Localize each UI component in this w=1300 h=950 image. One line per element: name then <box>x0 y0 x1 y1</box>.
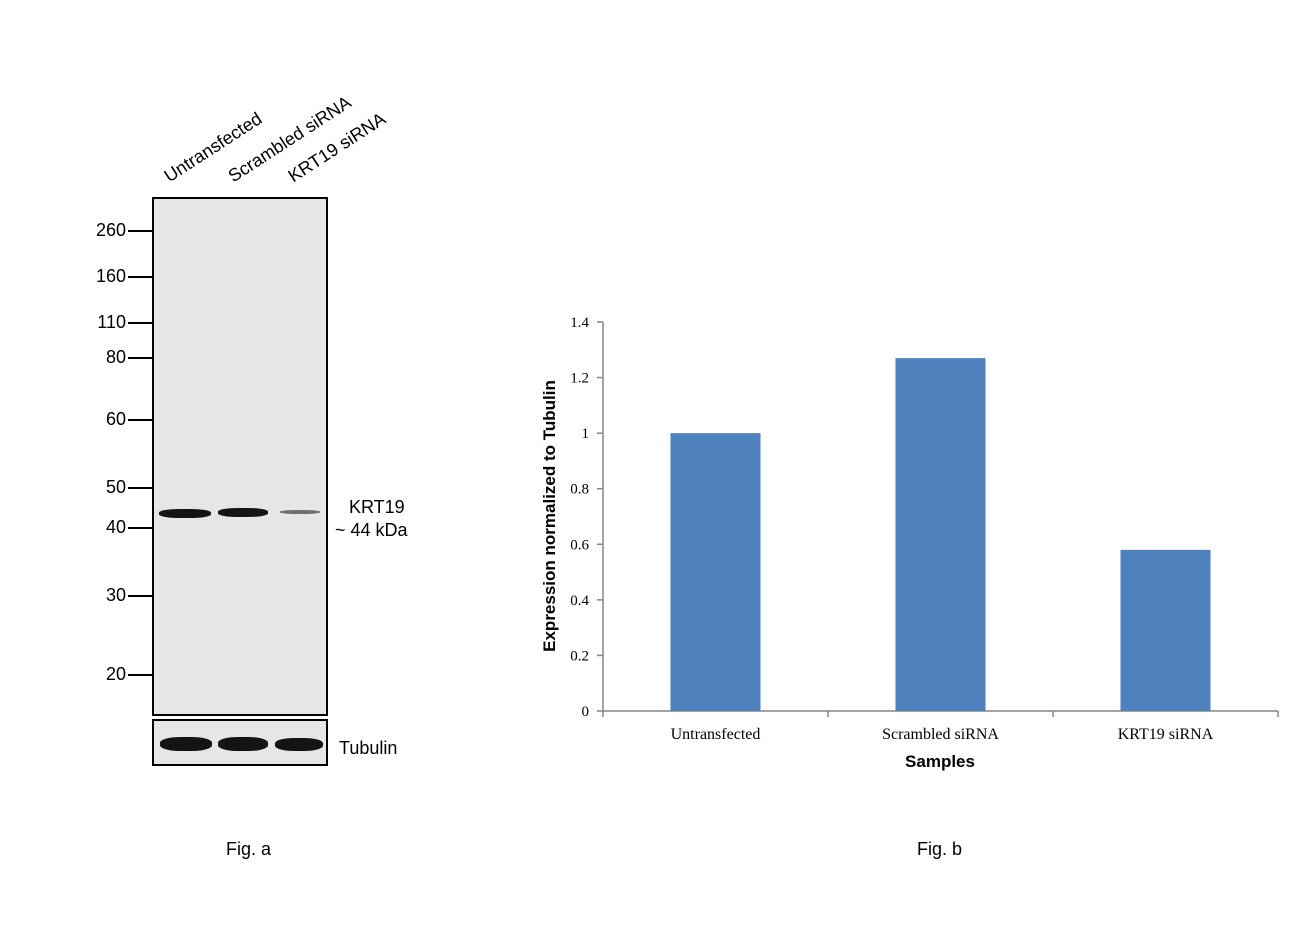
mw-tick-60 <box>128 419 154 421</box>
mw-tick-110 <box>128 322 154 324</box>
y-tick-label: 0 <box>582 704 590 720</box>
y-tick-label: 1.4 <box>570 315 589 331</box>
mw-marker-80: 80 <box>105 347 126 367</box>
blot-membrane <box>152 197 328 716</box>
bar-scrambled-sirna <box>895 358 986 711</box>
y-tick-label: 1.2 <box>570 371 589 387</box>
target-size-label: ~ 44 kDa <box>335 520 408 540</box>
x-tick-label: KRT19 siRNA <box>1118 726 1214 743</box>
mw-marker-60: 60 <box>105 409 126 429</box>
x-tick-label: Untransfected <box>671 726 761 743</box>
target-label: KRT19 <box>349 497 405 517</box>
mw-tick-40 <box>128 527 154 529</box>
mw-marker-40: 40 <box>105 517 126 537</box>
figure-a-caption: Fig. a <box>226 839 272 859</box>
tubulin-band-scrambled-sirna <box>218 737 268 751</box>
mw-tick-50 <box>128 487 154 489</box>
tubulin-band-untransfected <box>160 737 212 751</box>
y-axis-title: Expression normalized to Tubulin <box>540 380 559 652</box>
bar-untransfected <box>670 433 761 711</box>
tubulin-band-krt19-sirna <box>275 738 323 751</box>
x-axis-title: Samples <box>905 752 975 771</box>
krt19-band-krt19-sirna <box>280 510 320 514</box>
y-tick-label: 0.4 <box>570 593 589 609</box>
mw-tick-20 <box>128 674 154 676</box>
mw-marker-110: 110 <box>97 312 126 332</box>
mw-tick-80 <box>128 357 154 359</box>
mw-marker-160: 160 <box>95 266 126 286</box>
y-tick-label: 0.6 <box>570 537 589 553</box>
mw-tick-260 <box>128 230 154 232</box>
tubulin-membrane <box>152 719 328 766</box>
mw-marker-50: 50 <box>105 477 126 497</box>
y-tick-label: 1 <box>582 426 590 442</box>
y-tick-label: 0.2 <box>570 648 589 664</box>
y-tick-label: 0.8 <box>570 482 589 498</box>
mw-marker-30: 30 <box>105 585 126 605</box>
x-tick-label: Scrambled siRNA <box>882 726 999 743</box>
mw-marker-260: 260 <box>95 220 126 240</box>
figure-b-caption: Fig. b <box>917 839 963 859</box>
mw-marker-20: 20 <box>105 664 126 684</box>
mw-tick-30 <box>128 595 154 597</box>
loading-control-label: Tubulin <box>339 738 398 758</box>
bar-krt19-sirna <box>1120 549 1211 711</box>
krt19-band-scrambled-sirna <box>218 508 268 517</box>
mw-tick-160 <box>128 276 154 278</box>
krt19-band-untransfected <box>159 509 211 518</box>
